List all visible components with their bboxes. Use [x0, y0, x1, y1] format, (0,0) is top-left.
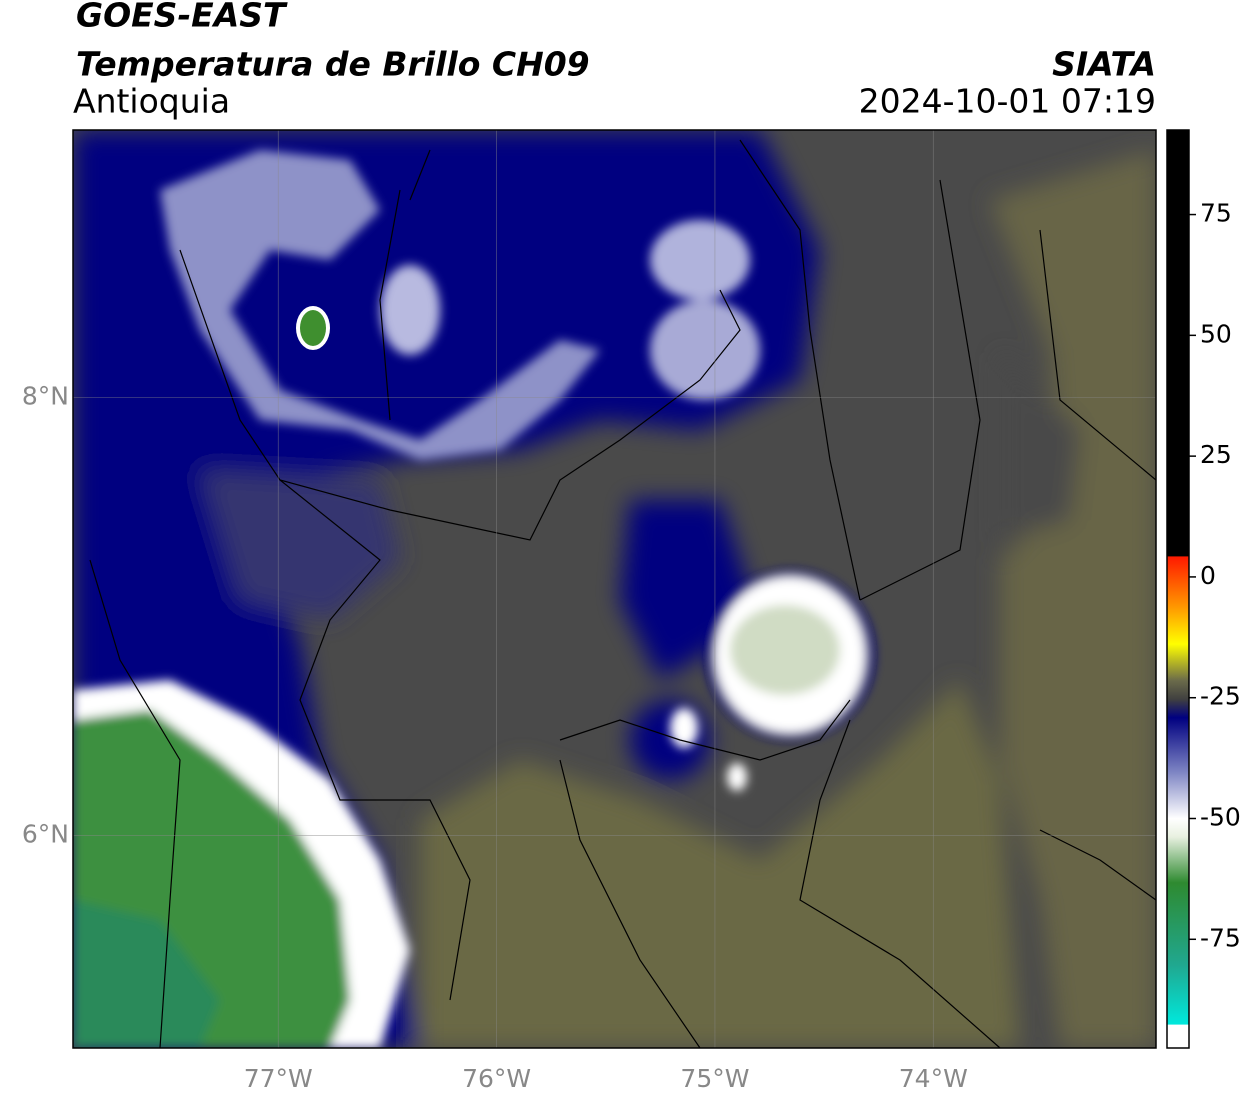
source-label: SIATA — [1052, 45, 1156, 84]
lon-tick-label: 75°W — [680, 1064, 749, 1093]
colorbar-tick-label: -75 — [1200, 923, 1241, 952]
datetime-label: 2024-10-01 07:19 — [859, 82, 1156, 121]
colorbar-tick-label: 75 — [1200, 199, 1232, 228]
map-frame — [72, 129, 1157, 1049]
lon-tick-label: 74°W — [899, 1064, 968, 1093]
colorbar-tick-label: 0 — [1200, 561, 1216, 590]
lon-tick-label: 76°W — [462, 1064, 531, 1093]
lat-tick-label: 6°N — [22, 819, 69, 848]
satellite-title: GOES-EAST — [76, 0, 288, 35]
lat-tick-label: 8°N — [22, 381, 69, 410]
lon-tick-label: 77°W — [244, 1064, 313, 1093]
product-title: Temperatura de Brillo CH09 — [76, 45, 590, 84]
colorbar — [1166, 129, 1190, 1049]
colorbar-tick-label: 50 — [1200, 319, 1232, 348]
region-label: Antioquia — [73, 82, 230, 121]
colorbar-tick-label: -50 — [1200, 803, 1241, 832]
colorbar-tick-label: -25 — [1200, 682, 1241, 711]
satellite-image — [73, 130, 1156, 1048]
colorbar-tick-label: 25 — [1200, 440, 1232, 469]
